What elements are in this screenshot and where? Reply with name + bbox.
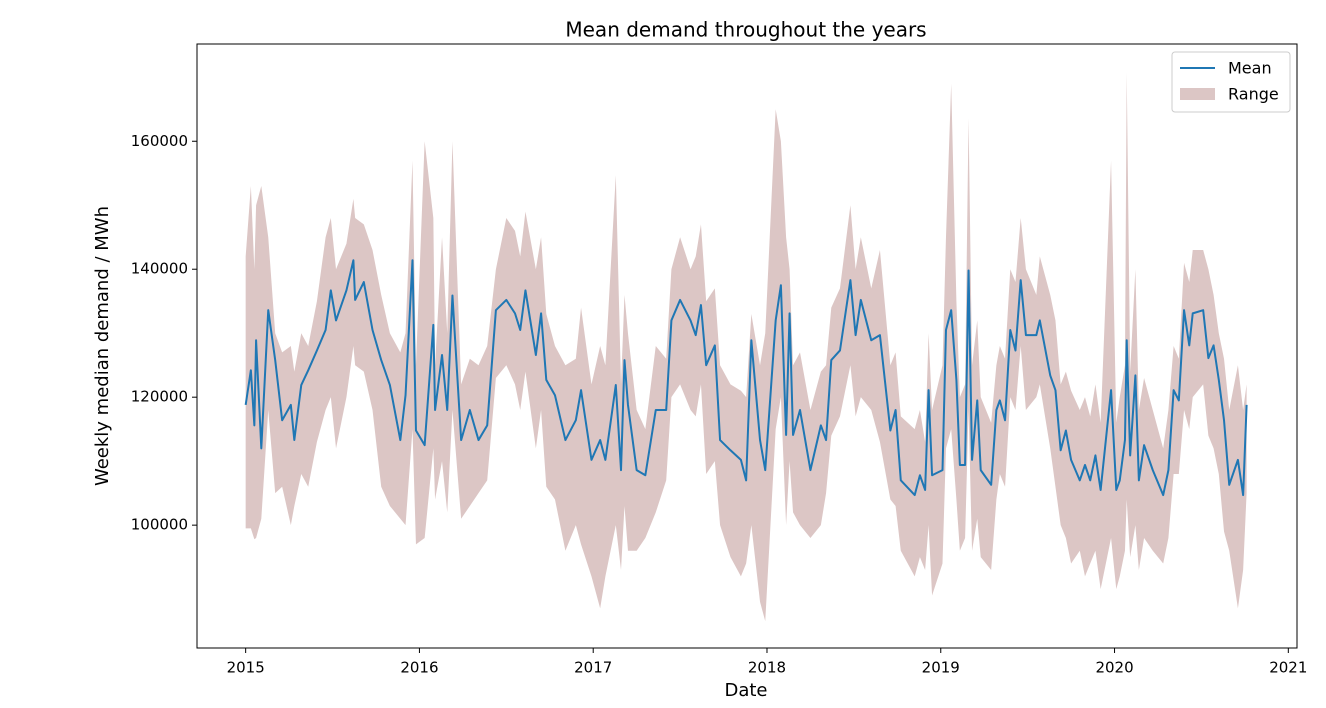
x-tick-label: 2019 [922,659,960,677]
legend: Mean Range [1171,51,1291,113]
x-tick-label: 2021 [1269,659,1307,677]
x-tick-label: 2017 [574,659,612,677]
chart-title: Mean demand throughout the years [565,18,926,42]
legend-label: Range [1228,85,1279,104]
legend-label: Mean [1228,59,1272,78]
axes-frame [196,43,1298,649]
legend-patch [1180,88,1215,100]
y-axis-label: Weekly median demand / MWh [92,206,113,486]
x-axis-label: Date [724,680,767,701]
y-tick-label: 140000 [131,260,188,278]
plot-area [244,72,1248,622]
y-tick-label: 120000 [131,388,188,406]
x-tick-label: 2015 [227,659,265,677]
x-tick-label: 2018 [748,659,786,677]
mean-line [244,259,1248,497]
y-tick-label: 100000 [131,516,188,534]
range-band [245,72,1247,622]
x-tick-label: 2016 [400,659,438,677]
y-tick-label: 160000 [131,132,188,150]
x-tick-label: 2020 [1095,659,1133,677]
